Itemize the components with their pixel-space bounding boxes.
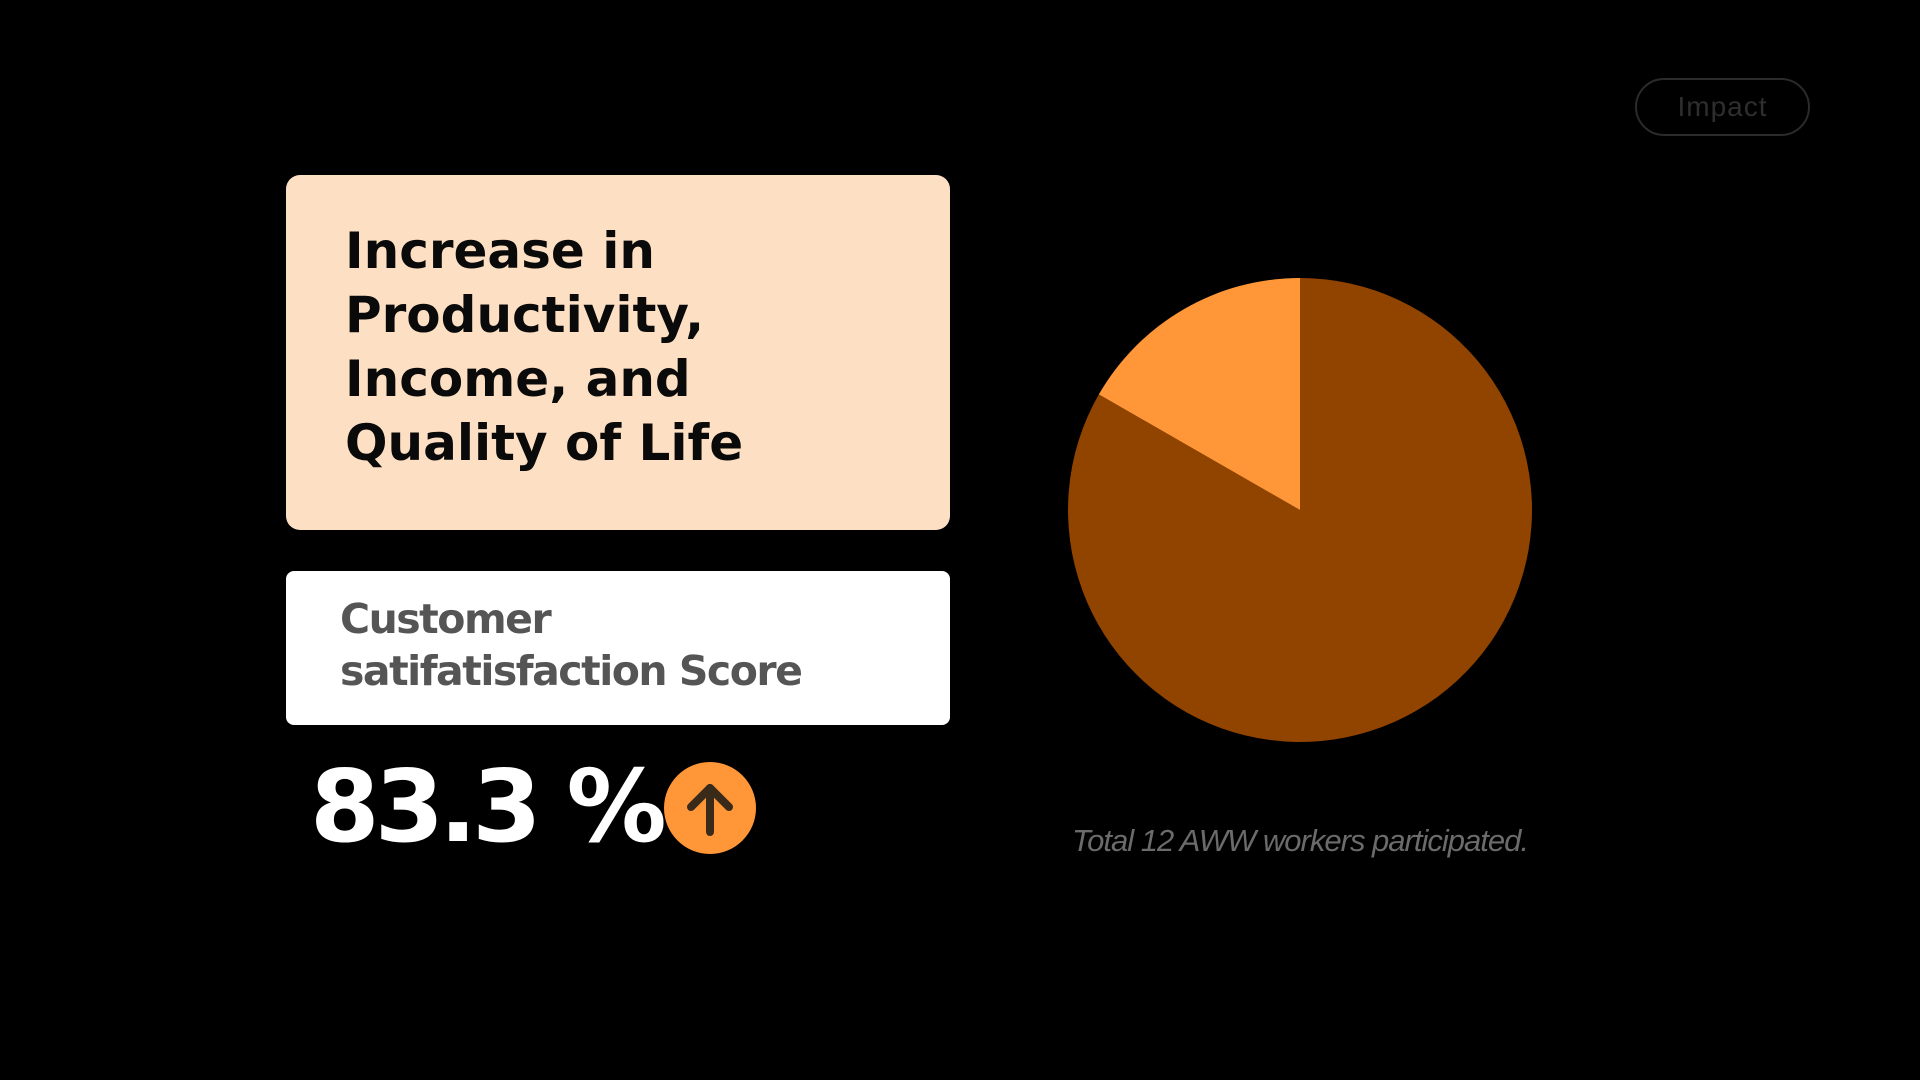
arrow-up-icon <box>687 784 733 836</box>
metric-card: Customer satifatisfaction Score <box>286 571 950 725</box>
headline-title: Increase in Productivity, Income, and Qu… <box>345 222 744 472</box>
pie-slice-1 <box>1098 278 1300 510</box>
metric-label: Customer satifatisfaction Score <box>340 595 803 695</box>
pie-chart <box>1068 278 1532 742</box>
impact-tag-label: Impact <box>1677 91 1768 122</box>
metric-value: 83.3 % <box>310 748 667 865</box>
trend-badge <box>664 762 756 854</box>
impact-tag: Impact <box>1635 78 1810 136</box>
participants-caption: Total 12 AWW workers participated. <box>1072 823 1529 858</box>
headline-card: Increase in Productivity, Income, and Qu… <box>286 175 950 530</box>
pie-chart-svg <box>1068 278 1532 742</box>
